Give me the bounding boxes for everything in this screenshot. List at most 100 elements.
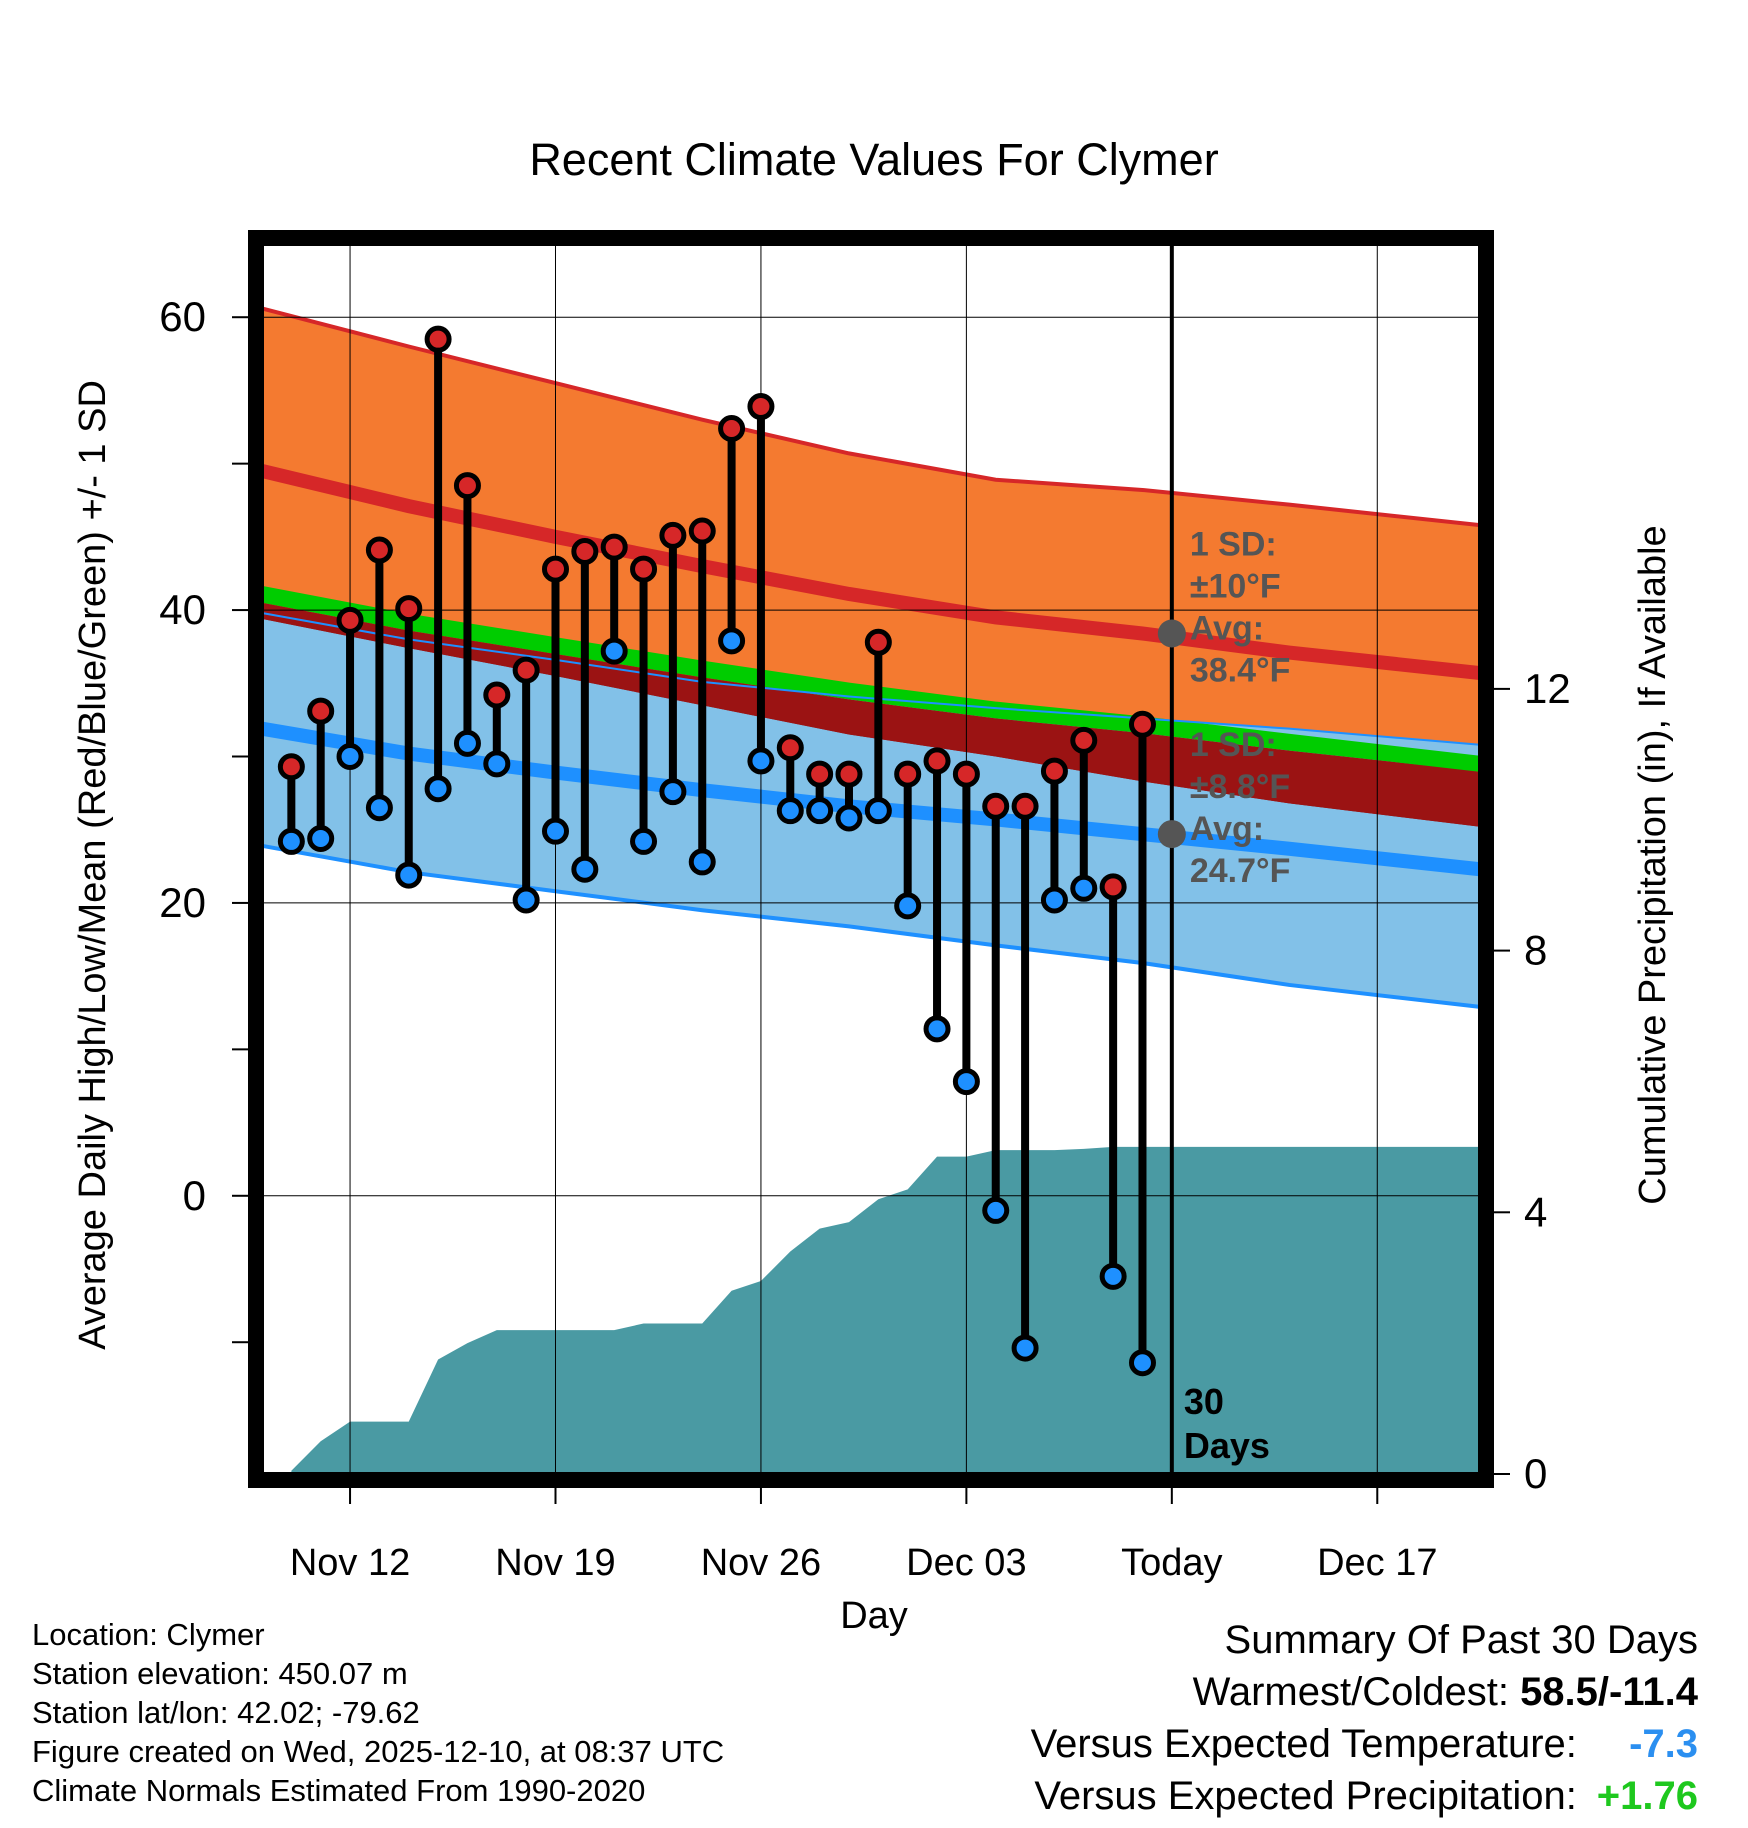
y-axis-label: Average Daily High/Low/Mean (Red/Blue/Gr… bbox=[72, 380, 114, 1350]
y-tick-label: 20 bbox=[159, 879, 206, 926]
daily-low-point bbox=[395, 861, 423, 889]
daily-high-point bbox=[395, 595, 423, 623]
normal-annotation-text: 1 SD: bbox=[1190, 526, 1277, 564]
x-tick-label: Nov 19 bbox=[495, 1542, 615, 1584]
daily-high-point bbox=[894, 760, 922, 788]
normals-text: Climate Normals Estimated From 1990-2020 bbox=[32, 1773, 646, 1808]
y-tick-label: 40 bbox=[159, 586, 206, 633]
temperature-label: Versus Expected Temperature: bbox=[1030, 1722, 1577, 1766]
precipitation-value: +1.76 bbox=[1596, 1774, 1698, 1818]
x-tick-label: Dec 03 bbox=[906, 1542, 1026, 1584]
precipitation-label: Versus Expected Precipitation: bbox=[1034, 1774, 1577, 1818]
precipitation-row: Versus Expected Precipitation: +1.76 bbox=[1031, 1770, 1698, 1822]
plot-frame bbox=[248, 230, 1494, 1488]
x-axis-label: Day bbox=[840, 1595, 908, 1637]
daily-high-point bbox=[453, 472, 481, 500]
daily-low-point bbox=[1040, 886, 1068, 914]
daily-low-point bbox=[307, 825, 335, 852]
normal-annotation-text: 1 SD: bbox=[1190, 726, 1277, 764]
daily-high-point bbox=[835, 760, 863, 788]
daily-high-point bbox=[659, 521, 687, 549]
daily-low-point bbox=[630, 827, 658, 855]
temperature-row: Versus Expected Temperature: -7.3 bbox=[1031, 1718, 1698, 1770]
y-tick-label: 60 bbox=[159, 293, 206, 340]
daily-high-point bbox=[1128, 710, 1156, 738]
daily-low-point bbox=[483, 750, 511, 778]
daily-high-point bbox=[630, 555, 658, 583]
daily-high-point bbox=[806, 760, 834, 788]
x-tick-label: Nov 12 bbox=[290, 1542, 410, 1584]
chart-title: Recent Climate Values For Clymer bbox=[529, 134, 1218, 185]
daily-high-point bbox=[1011, 792, 1039, 820]
normal-annotation-text: Avg: bbox=[1190, 610, 1264, 648]
daily-high-point bbox=[307, 697, 335, 725]
location-text: Location: Clymer bbox=[32, 1617, 265, 1652]
daily-low-point bbox=[923, 1015, 951, 1043]
daily-low-point bbox=[747, 747, 775, 775]
daily-high-point bbox=[1070, 726, 1098, 754]
normal-annotation-text: 38.4°F bbox=[1190, 652, 1291, 690]
x-tick-label: Today bbox=[1121, 1542, 1222, 1584]
mean-sd-band bbox=[262, 602, 1480, 827]
daily-high-point bbox=[923, 747, 951, 775]
daily-high-point bbox=[688, 517, 716, 545]
daily-high-point bbox=[424, 325, 452, 353]
warmest-coldest-value: 58.5/-11.4 bbox=[1520, 1670, 1698, 1714]
daily-low-point bbox=[894, 892, 922, 920]
daily-high-point bbox=[277, 753, 305, 781]
summary-panel: Summary Of Past 30 Days Warmest/Coldest:… bbox=[1031, 1614, 1698, 1822]
daily-high-point bbox=[600, 533, 628, 561]
daily-high-point bbox=[336, 606, 364, 634]
station-info: Location: Clymer Station elevation: 450.… bbox=[32, 1615, 724, 1810]
normal-annotation-text: ±10°F bbox=[1190, 568, 1281, 606]
x-tick-label: Dec 17 bbox=[1317, 1542, 1437, 1584]
daily-high-point bbox=[1099, 873, 1127, 901]
daily-high-point bbox=[718, 415, 746, 442]
daily-low-point bbox=[835, 804, 863, 832]
y2-axis-label: Cumulative Precipitation (in), If Availa… bbox=[1632, 525, 1674, 1204]
daily-low-point bbox=[365, 794, 393, 822]
daily-low-point bbox=[453, 729, 481, 757]
daily-high-point bbox=[747, 393, 775, 421]
daily-low-point bbox=[1070, 874, 1098, 902]
latlon-text: Station lat/lon: 42.02; -79.62 bbox=[32, 1695, 420, 1730]
daily-high-point bbox=[541, 555, 569, 583]
daily-low-point bbox=[776, 797, 804, 825]
daily-low-point bbox=[982, 1196, 1010, 1224]
warmest-coldest-row: Warmest/Coldest: 58.5/-11.4 bbox=[1031, 1666, 1698, 1718]
daily-low-point bbox=[600, 637, 628, 665]
summary-title: Summary Of Past 30 Days bbox=[1224, 1618, 1698, 1662]
daily-high-point bbox=[365, 536, 393, 564]
normal-annotation-text: 24.7°F bbox=[1190, 852, 1291, 890]
y2-tick-label: 8 bbox=[1524, 927, 1547, 974]
daily-low-point bbox=[952, 1068, 980, 1096]
today-days-label: Days bbox=[1184, 1425, 1270, 1466]
daily-low-point bbox=[1011, 1334, 1039, 1362]
daily-low-point bbox=[688, 848, 716, 876]
normal-anchor-point bbox=[1157, 619, 1186, 648]
daily-high-point bbox=[571, 538, 599, 565]
precipitation-area bbox=[291, 1146, 1480, 1474]
x-tick-label: Nov 26 bbox=[701, 1542, 821, 1584]
daily-high-point bbox=[1040, 757, 1068, 785]
daily-low-point bbox=[659, 778, 687, 806]
temperature-value: -7.3 bbox=[1629, 1722, 1698, 1766]
elevation-text: Station elevation: 450.07 m bbox=[32, 1656, 408, 1691]
warmest-coldest-label: Warmest/Coldest: bbox=[1192, 1670, 1521, 1714]
normal-annotation-text: Avg: bbox=[1190, 810, 1264, 848]
today-days-label: 30 bbox=[1184, 1381, 1224, 1422]
daily-high-point bbox=[776, 734, 804, 762]
created-text: Figure created on Wed, 2025-12-10, at 08… bbox=[32, 1734, 725, 1769]
mean-normal-line bbox=[260, 586, 1481, 772]
daily-high-point bbox=[483, 681, 511, 709]
normal-anchor-point bbox=[1157, 820, 1186, 849]
y2-tick-label: 0 bbox=[1524, 1450, 1547, 1497]
sd-fill-top-line bbox=[261, 612, 1481, 746]
daily-low-point bbox=[571, 855, 599, 883]
y2-tick-label: 12 bbox=[1524, 665, 1571, 712]
y2-tick-label: 4 bbox=[1524, 1188, 1547, 1235]
high-normal-line bbox=[260, 464, 1481, 680]
plot-area: 1 SD: ±10°F Avg: 38.4°F 1 SD: ±8.8°F Avg: 24.7°… bbox=[159, 230, 1571, 1584]
low-sd-lower-line bbox=[261, 843, 1481, 1009]
